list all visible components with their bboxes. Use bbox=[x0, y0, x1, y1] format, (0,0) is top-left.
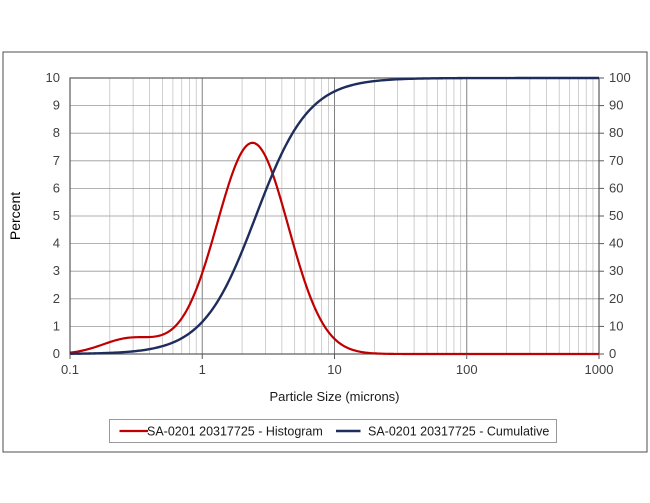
svg-text:70: 70 bbox=[609, 153, 623, 168]
svg-text:SA-0201 20317725 - Histogram: SA-0201 20317725 - Histogram bbox=[147, 425, 323, 439]
svg-text:SA-0201 20317725 - Cumulative: SA-0201 20317725 - Cumulative bbox=[368, 425, 549, 439]
svg-text:100: 100 bbox=[456, 362, 478, 377]
svg-text:3: 3 bbox=[53, 263, 60, 278]
svg-text:8: 8 bbox=[53, 125, 60, 140]
svg-text:5: 5 bbox=[53, 208, 60, 223]
svg-text:90: 90 bbox=[609, 98, 623, 113]
svg-text:10: 10 bbox=[327, 362, 341, 377]
svg-text:10: 10 bbox=[46, 70, 60, 85]
svg-text:2: 2 bbox=[53, 291, 60, 306]
svg-text:Percent: Percent bbox=[7, 192, 23, 240]
svg-text:30: 30 bbox=[609, 263, 623, 278]
svg-text:1: 1 bbox=[199, 362, 206, 377]
svg-text:9: 9 bbox=[53, 98, 60, 113]
svg-text:10: 10 bbox=[609, 318, 623, 333]
svg-text:80: 80 bbox=[609, 125, 623, 140]
svg-text:7: 7 bbox=[53, 153, 60, 168]
svg-text:1000: 1000 bbox=[585, 362, 614, 377]
svg-text:1: 1 bbox=[53, 318, 60, 333]
svg-text:0.1: 0.1 bbox=[61, 362, 79, 377]
svg-text:60: 60 bbox=[609, 180, 623, 195]
svg-text:0: 0 bbox=[609, 346, 616, 361]
svg-text:50: 50 bbox=[609, 208, 623, 223]
svg-text:40: 40 bbox=[609, 236, 623, 251]
svg-text:6: 6 bbox=[53, 180, 60, 195]
svg-text:Particle Size (microns): Particle Size (microns) bbox=[269, 389, 399, 404]
svg-text:100: 100 bbox=[609, 70, 631, 85]
svg-text:0: 0 bbox=[53, 346, 60, 361]
svg-text:20: 20 bbox=[609, 291, 623, 306]
svg-text:4: 4 bbox=[53, 236, 60, 251]
